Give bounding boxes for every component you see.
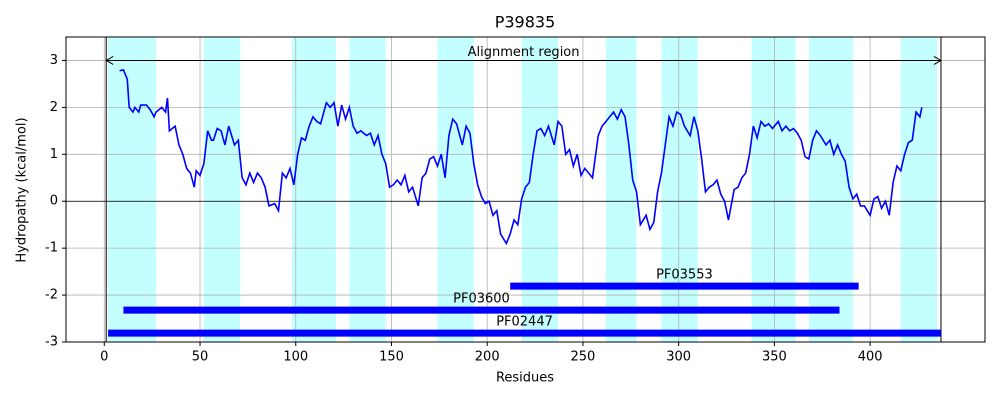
y-tick-label: -1 [45,241,58,256]
x-tick-label: 150 [379,350,404,365]
x-tick-label: 50 [192,350,209,365]
y-tick-label: -3 [45,335,58,350]
x-tick-label: 300 [666,350,691,365]
region-label: Alignment region [468,45,580,60]
tm-band [437,37,474,342]
x-tick-label: 0 [100,350,108,365]
tm-band [203,37,241,342]
plot-frame [65,36,986,343]
x-tick-label: 350 [762,350,787,365]
tm-band [661,37,698,342]
y-tick-label: 0 [50,194,58,209]
tm-band [521,37,559,342]
y-axis-label: Hydropathy (kcal/mol) [15,117,30,262]
tm-band [605,37,637,342]
x-tick-label: 200 [475,350,500,365]
domain-label: PF02447 [496,315,553,330]
domain-label: PF03553 [656,268,713,283]
x-tick-label: 100 [283,350,308,365]
y-tick-label: -2 [45,288,58,303]
tm-band [291,37,336,342]
chart-title: P39835 [495,13,556,32]
arrow-head [933,56,942,65]
tm-band [808,37,853,342]
tm-band [900,37,938,342]
tm-band [349,37,386,342]
x-tick-label: 400 [858,350,883,365]
arrow-head [105,56,114,65]
hydropathy-line [119,68,923,246]
y-tick-label: 1 [50,147,58,162]
y-tick-label: 3 [50,53,58,68]
tm-band [108,37,156,342]
domain-label: PF03600 [453,292,510,307]
tm-band [751,37,796,342]
x-tick-label: 250 [571,350,596,365]
x-axis-label: Residues [496,371,554,386]
y-tick-label: 2 [50,100,58,115]
